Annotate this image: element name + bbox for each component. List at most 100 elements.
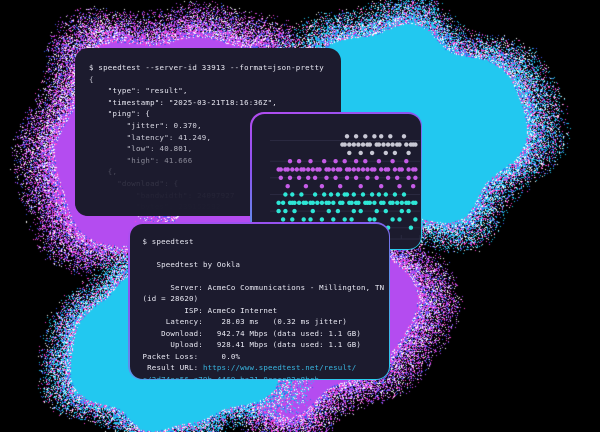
chart-dot: [410, 183, 415, 188]
chart-dot: [371, 200, 377, 205]
chart-dot: [319, 183, 324, 188]
result-line: Speedtest by Ookla: [142, 259, 241, 269]
chart-dot: [374, 208, 379, 213]
chart-dot: [275, 208, 281, 213]
result-line: Latency: 28.03 ms (0.32 ms jitter): [142, 317, 348, 326]
chart-dot: [405, 208, 411, 213]
chart-dot: [305, 166, 310, 172]
chart-dot: [316, 166, 322, 172]
chart-dot: [275, 200, 281, 205]
chart-dot: [296, 200, 301, 205]
chart-dot: [303, 200, 308, 205]
chart-dot: [346, 150, 351, 155]
chart-dot: [412, 216, 418, 222]
chart-dot: [348, 200, 354, 205]
chart-dot: [339, 200, 345, 205]
chart-dot: [307, 158, 313, 163]
chart-dot: [378, 166, 383, 172]
chart-dot: [321, 191, 326, 197]
chart-dot: [371, 216, 377, 222]
chart-dot: [389, 216, 395, 222]
chart-dot: [383, 208, 388, 213]
chart-dot: [312, 175, 317, 180]
chart-dot: [344, 191, 349, 197]
json-line: "timestamp": "2025-03-21T18:16:36Z",: [89, 97, 277, 107]
chart-series-upload: [275, 158, 418, 188]
chart-dot: [310, 166, 315, 172]
chart-dot: [355, 141, 361, 147]
chart-dot: [342, 158, 347, 163]
chart-dot: [289, 191, 294, 197]
json-line: "jitter": 0.370,: [89, 120, 202, 130]
result-line: [143, 247, 389, 259]
result-url-link-continued[interactable]: c/2d74ee56-a79b-4469-ba21-0cecc92c8bcb: [143, 374, 389, 379]
chart-dot: [282, 208, 288, 213]
chart-dot: [319, 216, 324, 222]
chart-dot: [383, 150, 388, 155]
chart-dot: [351, 208, 356, 213]
chart-dot: [296, 175, 301, 180]
chart-dot: [346, 141, 351, 147]
chart-dot: [314, 200, 319, 205]
chart-dot: [355, 200, 361, 205]
chart-dot: [310, 200, 315, 205]
chart-dot: [353, 158, 358, 163]
chart-dot: [330, 200, 335, 205]
chart-dot: [380, 141, 386, 147]
chart-dot: [367, 141, 372, 147]
chart-dot: [394, 200, 399, 205]
chart-dot: [394, 175, 399, 180]
chart-dot: [362, 133, 367, 138]
chart-dot: [353, 133, 358, 138]
result-line: ISP: AcmeCo Internet: [142, 305, 278, 315]
chart-dot: [383, 191, 388, 197]
chart-dot: [342, 141, 347, 147]
chart-dot: [332, 175, 338, 180]
chart-dot: [294, 166, 299, 172]
chart-dot: [412, 166, 418, 172]
chart-dot: [369, 191, 374, 197]
chart-dot: [326, 208, 331, 213]
chart-dot: [344, 175, 349, 180]
chart-dot: [364, 175, 370, 180]
chart-dot: [358, 150, 363, 155]
chart-dot: [369, 150, 374, 155]
chart-dot: [307, 216, 313, 222]
chart-dot: [298, 191, 304, 197]
result-line: Packet Loss: 0.0%: [142, 351, 241, 361]
result-code-block: $ speedtest Speedtest by Ookla Server: A…: [143, 236, 389, 379]
chart-dot: [326, 166, 331, 172]
chart-dot: [285, 183, 290, 188]
chart-dot: [412, 175, 418, 180]
chart-dot: [335, 191, 340, 197]
chart-dot: [358, 208, 363, 213]
chart-dot: [362, 158, 367, 163]
chart-dot: [380, 200, 386, 205]
chart-dot: [392, 191, 397, 197]
chart-dot: [337, 183, 342, 188]
chart-dot: [312, 191, 317, 197]
chart-dot: [301, 216, 306, 222]
chart-dot: [387, 133, 392, 138]
result-url-link[interactable]: https://www.speedtest.net/result/: [202, 363, 357, 372]
chart-dot: [367, 216, 372, 222]
result-line: Upload: 928.41 Mbps (data used: 1.1 GB): [142, 340, 362, 349]
chart-dot: [405, 200, 411, 205]
chart-dot: [330, 166, 335, 172]
chart-dot: [399, 200, 404, 205]
result-terminal-body: $ speedtest Speedtest by Ookla Server: A…: [130, 224, 389, 379]
chart-dot: [403, 158, 408, 163]
chart-dot: [399, 208, 404, 213]
chart-series-download: [275, 191, 418, 230]
chart-dot: [396, 141, 402, 147]
chart-dot: [389, 200, 395, 205]
chart-dot: [408, 225, 413, 230]
chart-dot: [360, 141, 365, 147]
chart-dot: [351, 166, 356, 172]
chart-dot: [389, 141, 395, 147]
result-url-line[interactable]: Result URL: https://www.speedtest.net/re…: [143, 362, 389, 374]
chart-dot: [323, 175, 329, 180]
chart-dot: [412, 141, 418, 147]
chart-dot: [403, 141, 408, 147]
